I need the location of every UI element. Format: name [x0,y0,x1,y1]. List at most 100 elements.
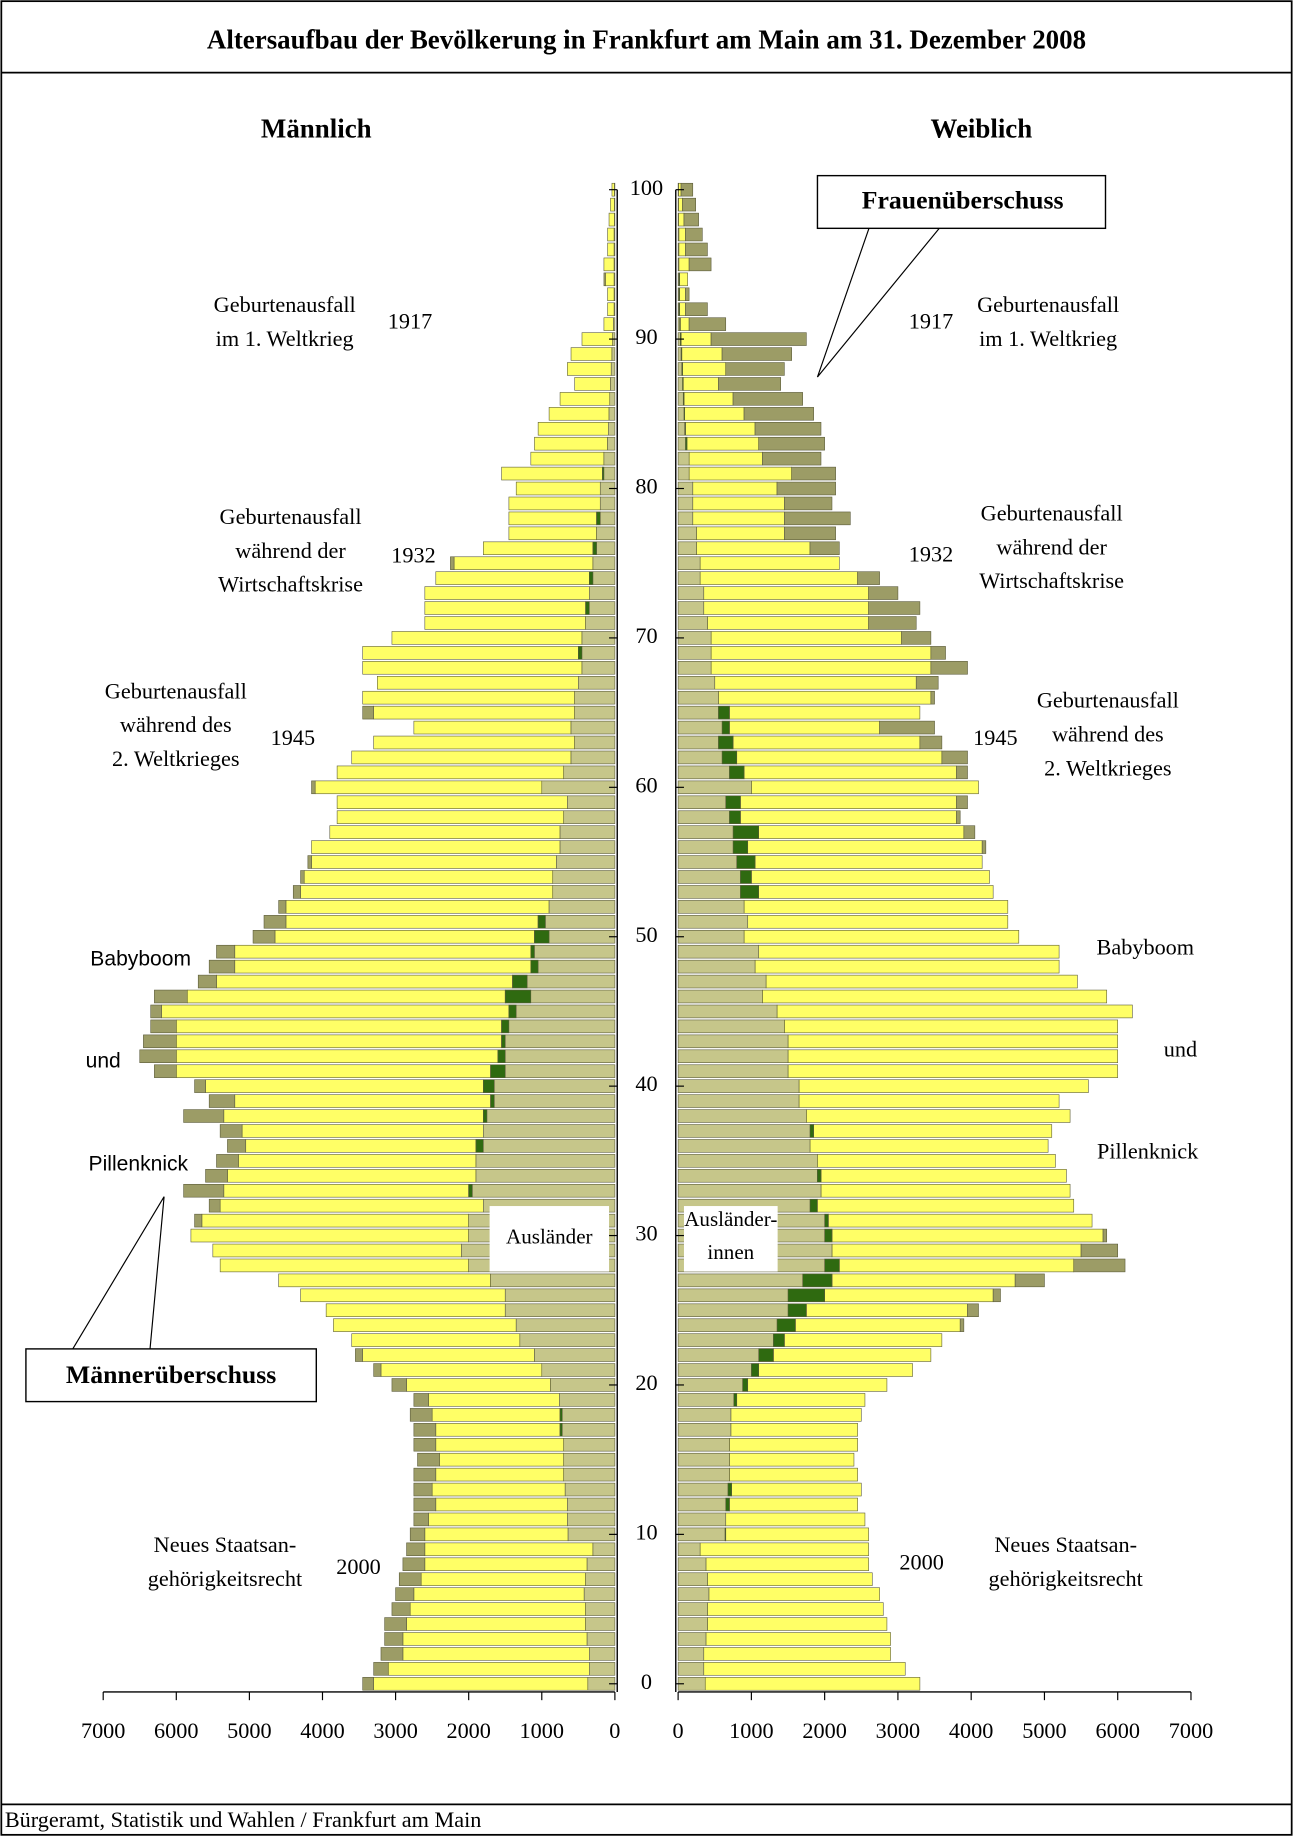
bar-total [685,422,756,436]
bar-total [186,989,506,1004]
bar-total [362,1348,535,1362]
annotation: während des [120,712,232,737]
x-tick-label: 3000 [876,1718,920,1743]
bar-excess [355,1348,363,1362]
bar-excess [417,1452,440,1467]
bar-foreign [677,1333,785,1347]
bar-excess [963,825,976,839]
label-box [489,1206,610,1272]
bar-foreign-excess [809,1124,814,1138]
bar-total [707,1617,888,1631]
bar-total [431,1408,561,1422]
bar-foreign-excess [740,885,760,899]
bar-excess [682,197,696,212]
bar-excess [307,855,312,869]
bar-total [219,1198,484,1213]
bar-total [435,1467,565,1482]
bar-total [740,795,957,809]
phase-label: Babyboom [1097,935,1195,960]
bar-foreign [677,720,730,735]
bar-foreign [677,780,752,795]
bar-foreign [585,601,616,615]
bar-excess [879,720,935,735]
bar-total [682,362,727,376]
bar-total [736,1393,866,1407]
bar-total [303,870,554,884]
bar-foreign [677,661,712,675]
bar-total [747,840,983,854]
bar-total [798,1079,1089,1093]
bar-total [828,1213,1093,1228]
bar-foreign-excess [681,362,683,376]
bar-excess [402,1557,426,1571]
bar-total [325,1303,506,1317]
bar-foreign [556,855,616,869]
bar-total [680,317,690,331]
bar-foreign [677,1004,778,1019]
bar-foreign [559,1423,616,1437]
bar-foreign [677,1437,730,1452]
x-tick-label: 0 [673,1718,684,1743]
bar-excess [685,302,708,316]
annotation-year: 1917 [909,308,953,333]
bar-foreign-excess [742,1378,749,1392]
x-tick-label: 3000 [373,1718,417,1743]
bar-excess [930,646,946,660]
bar-foreign [677,1587,710,1601]
bar-total [508,526,597,541]
bar-foreign [677,1378,749,1392]
bar-foreign-excess [725,795,741,809]
bar-foreign [677,1154,818,1168]
bar-total [420,1572,586,1586]
bar-excess [956,795,968,809]
bar-total [743,930,1020,944]
bar-total [435,1497,568,1512]
x-tick-label: 6000 [1095,1718,1139,1743]
phase-label: und [1164,1037,1197,1062]
bar-total [736,750,943,765]
bar-total [175,1019,502,1034]
annotation: während des [1052,722,1164,747]
bar-total [809,1139,1049,1153]
callout-box [816,174,1107,230]
bar-total [300,1288,506,1303]
bar-excess [413,1497,437,1512]
bar-foreign [677,1467,730,1482]
source: Bürgeramt, Statistik und Wahlen / Frankf… [5,1807,482,1832]
bar-foreign [483,1109,616,1123]
bar-foreign [608,407,616,421]
bar-excess [183,1183,225,1198]
bar-foreign [589,586,616,600]
bar-total [725,1527,869,1542]
bar-foreign-excess [718,735,734,750]
bar-total [813,1124,1053,1138]
bar-foreign-excess [729,765,745,780]
bar-total [607,287,615,302]
bar-foreign-excess [721,720,730,735]
annotation: Wirtschaftskrise [979,568,1124,593]
bar-total [784,1333,943,1347]
annotation: Geburtenausfall [1037,688,1179,713]
bar-total [351,750,572,765]
bar-total [731,1482,862,1497]
bar-total [201,1213,469,1228]
bar-foreign [574,735,616,750]
bar-foreign [519,1333,616,1347]
bar-foreign [613,317,616,331]
bar-total [435,1423,561,1437]
bar-total [406,1617,586,1631]
bar-foreign-excess [824,1228,833,1243]
bar-total [765,974,1078,989]
bar-excess [406,1542,426,1557]
foreign-label: Ausländer [506,1225,593,1249]
bar-total [424,1527,569,1542]
bar-foreign [567,1497,616,1512]
bar-total [784,1019,1119,1034]
bar-excess [183,1109,225,1123]
bar-total [798,1094,1060,1108]
bar-total [707,616,869,630]
bar-total [515,481,601,496]
bar-total [704,1677,921,1691]
annotation: Geburtenausfall [220,504,362,529]
bar-foreign [567,1512,616,1527]
